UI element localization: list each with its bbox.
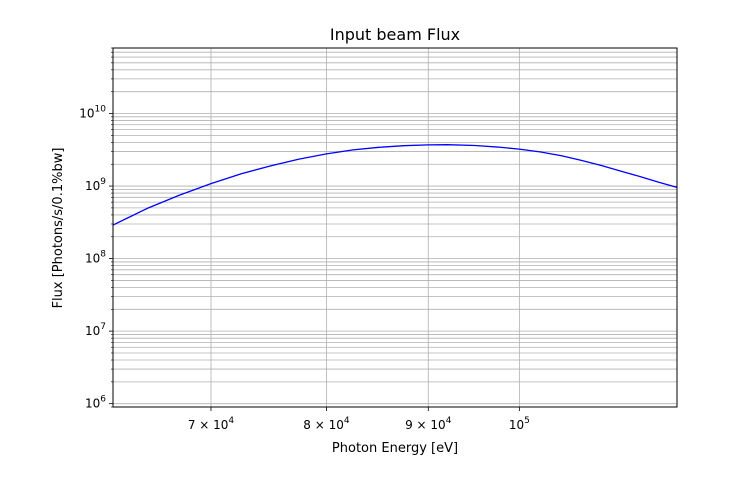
x-tick-label: 105: [509, 416, 530, 432]
y-tick-label: 109: [85, 177, 106, 193]
y-tick-label: 107: [85, 322, 106, 338]
y-tick-label: 108: [85, 250, 106, 266]
x-axis-label: Photon Energy [eV]: [332, 441, 458, 456]
series-line: [112, 144, 678, 226]
major-grid: [113, 48, 677, 407]
x-tick-labels: 7 × 104 8 × 104 9 × 104 105: [188, 416, 530, 432]
y-axis-label: Flux [Photons/s/0.1%bw]: [51, 148, 66, 309]
plot-frame: [112, 47, 678, 408]
x-tick-label: 9 × 104: [405, 416, 452, 432]
x-tick-label: 8 × 104: [303, 416, 350, 432]
tick-marks: [109, 47, 520, 411]
x-tick-label: 7 × 104: [188, 416, 235, 432]
series-layer: [112, 144, 678, 226]
chart-title: Input beam Flux: [330, 25, 460, 44]
minor-grid: [113, 47, 677, 408]
y-tick-labels: 106 107 108 109 1010: [79, 105, 106, 411]
y-tick-label: 1010: [79, 105, 106, 121]
y-tick-label: 106: [85, 395, 106, 411]
